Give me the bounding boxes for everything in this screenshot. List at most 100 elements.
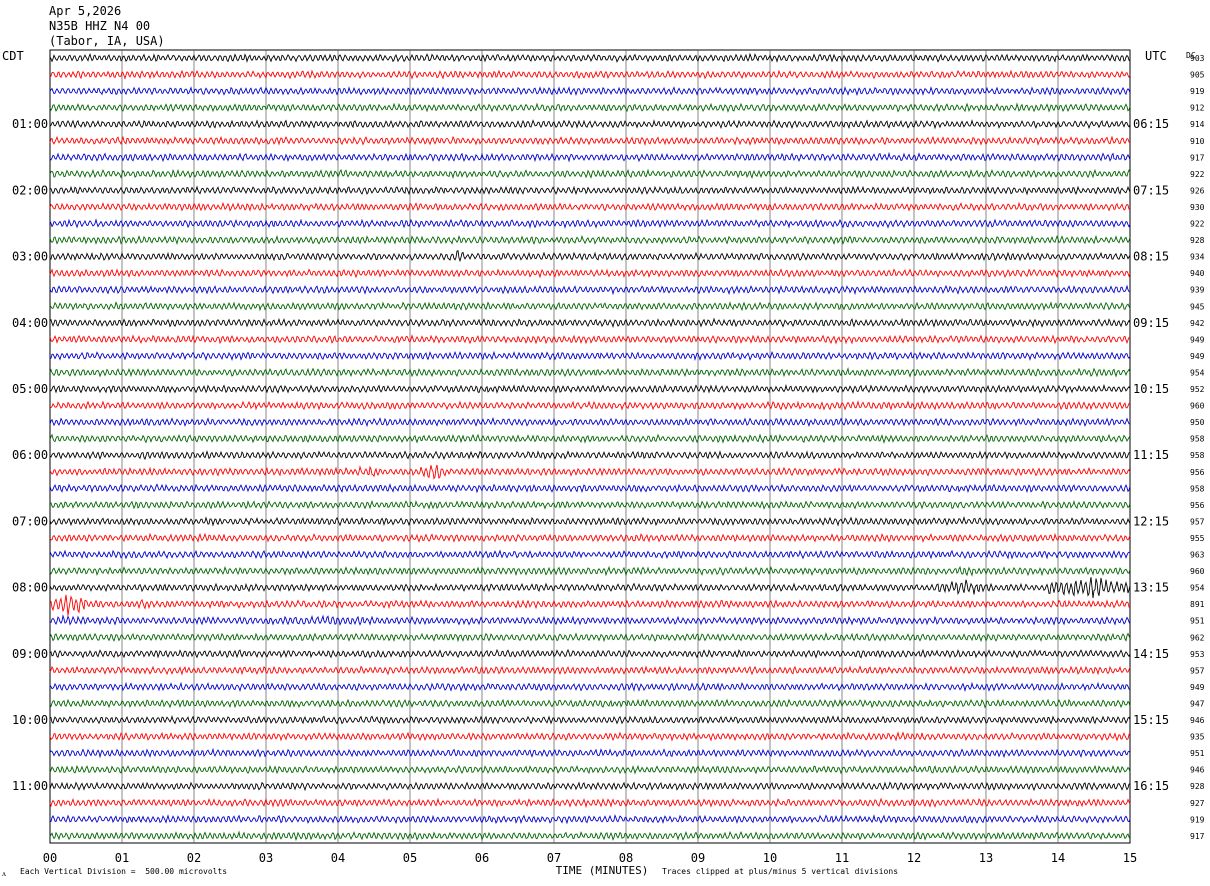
trace-5 [49, 135, 1131, 147]
dc-offset-label: 962 [1190, 633, 1205, 642]
trace-11 [49, 234, 1131, 246]
dc-offset-label: 960 [1190, 402, 1205, 411]
dc-offset-label: 949 [1190, 683, 1205, 692]
trace-17 [49, 334, 1131, 345]
dc-offset-label: 905 [1190, 71, 1205, 80]
trace-35 [49, 632, 1131, 643]
trace-38 [49, 681, 1131, 693]
dc-offset-label: 903 [1190, 54, 1205, 63]
dc-offset-label: 951 [1190, 749, 1205, 758]
trace-12 [49, 250, 1131, 263]
dc-offset-label: 930 [1190, 203, 1205, 212]
dc-offset-label: 956 [1190, 501, 1205, 510]
trace-15 [49, 301, 1131, 312]
corner-mark: ᴧ [2, 869, 6, 878]
trace-14 [49, 284, 1131, 296]
x-tick-label: 01 [115, 851, 129, 865]
station-label: N35B HHZ N4 00 [49, 19, 151, 33]
right-hour-label: 15:15 [1133, 713, 1169, 727]
dc-offset-label: 951 [1190, 617, 1205, 626]
x-tick-label: 05 [403, 851, 417, 865]
dc-offset-label: 949 [1190, 352, 1205, 361]
right-hour-label: 12:15 [1133, 514, 1169, 528]
trace-45 [49, 797, 1131, 809]
trace-40 [49, 714, 1131, 726]
dc-offset-label: 950 [1190, 418, 1205, 427]
dc-offset-label: 957 [1190, 666, 1205, 675]
trace-21 [49, 400, 1131, 411]
trace-34 [49, 614, 1131, 627]
trace-13 [49, 268, 1131, 279]
cdt-label: CDT [2, 49, 24, 63]
trace-18 [49, 350, 1131, 361]
dc-offset-label: 946 [1190, 766, 1205, 775]
dc-offset-label: 958 [1190, 435, 1205, 444]
trace-30 [49, 549, 1131, 560]
dc-offset-label: 919 [1190, 87, 1205, 96]
dc-offset-label: 927 [1190, 799, 1205, 808]
dc-offset-label: 954 [1190, 584, 1205, 593]
dc-offset-label: 917 [1190, 832, 1205, 841]
x-tick-label: 06 [475, 851, 489, 865]
dc-offset-label: 926 [1190, 186, 1205, 195]
x-tick-label: 09 [691, 851, 705, 865]
left-hour-label: 06:00 [12, 448, 48, 462]
right-hour-label: 08:15 [1133, 250, 1169, 264]
dc-offset-label: 922 [1190, 170, 1205, 179]
trace-44 [49, 781, 1131, 792]
dc-offset-label: 928 [1190, 782, 1205, 791]
dc-offset-label: 912 [1190, 104, 1205, 113]
right-hour-label: 16:15 [1133, 779, 1169, 793]
x-axis-title: TIME (MINUTES) [556, 864, 649, 877]
x-tick-label: 04 [331, 851, 345, 865]
dc-offset-label: 955 [1190, 534, 1205, 543]
trace-22 [49, 416, 1131, 428]
dc-offset-label: 891 [1190, 600, 1205, 609]
trace-37 [49, 665, 1131, 676]
trace-10 [49, 218, 1131, 229]
x-tick-label: 03 [259, 851, 273, 865]
dc-offset-label: 945 [1190, 302, 1205, 311]
trace-20 [49, 383, 1131, 395]
dc-offset-label: 956 [1190, 468, 1205, 477]
x-tick-label: 10 [763, 851, 777, 865]
dc-offset-label: 949 [1190, 335, 1205, 344]
x-tick-label: 13 [979, 851, 993, 865]
trace-29 [49, 532, 1131, 543]
trace-41 [49, 731, 1131, 742]
x-tick-label: 11 [835, 851, 849, 865]
date-label: Apr 5,2026 [49, 4, 122, 18]
dc-offset-label: 957 [1190, 517, 1205, 526]
dc-offset-label: 914 [1190, 120, 1205, 129]
right-hour-label: 09:15 [1133, 316, 1169, 330]
dc-offset-label: 928 [1190, 236, 1205, 245]
trace-26 [49, 483, 1131, 494]
left-hour-label: 04:00 [12, 316, 48, 330]
dc-offset-label: 946 [1190, 716, 1205, 725]
x-tick-label: 02 [187, 851, 201, 865]
dc-offset-label: 958 [1190, 484, 1205, 493]
scale-note: Each Vertical Division = 500.00 microvol… [20, 867, 228, 876]
dc-offset-label: 935 [1190, 733, 1205, 742]
left-hour-label: 11:00 [12, 779, 48, 793]
left-hour-label: 05:00 [12, 382, 48, 396]
trace-3 [49, 102, 1131, 113]
trace-25 [49, 464, 1131, 480]
dc-offset-label: 939 [1190, 286, 1205, 295]
location-label: (Tabor, IA, USA) [49, 34, 165, 48]
dc-offset-label: 922 [1190, 220, 1205, 229]
trace-43 [49, 764, 1131, 775]
trace-39 [49, 698, 1131, 709]
trace-7 [49, 168, 1131, 180]
left-hour-label: 03:00 [12, 250, 48, 264]
trace-28 [49, 516, 1131, 527]
dc-offset-label: 963 [1190, 551, 1205, 560]
trace-8 [49, 185, 1131, 196]
trace-42 [49, 747, 1131, 759]
trace-0 [49, 52, 1131, 64]
trace-46 [49, 814, 1131, 825]
trace-6 [49, 151, 1131, 163]
dc-offset-label: 919 [1190, 815, 1205, 824]
dc-offset-label: 934 [1190, 253, 1205, 262]
